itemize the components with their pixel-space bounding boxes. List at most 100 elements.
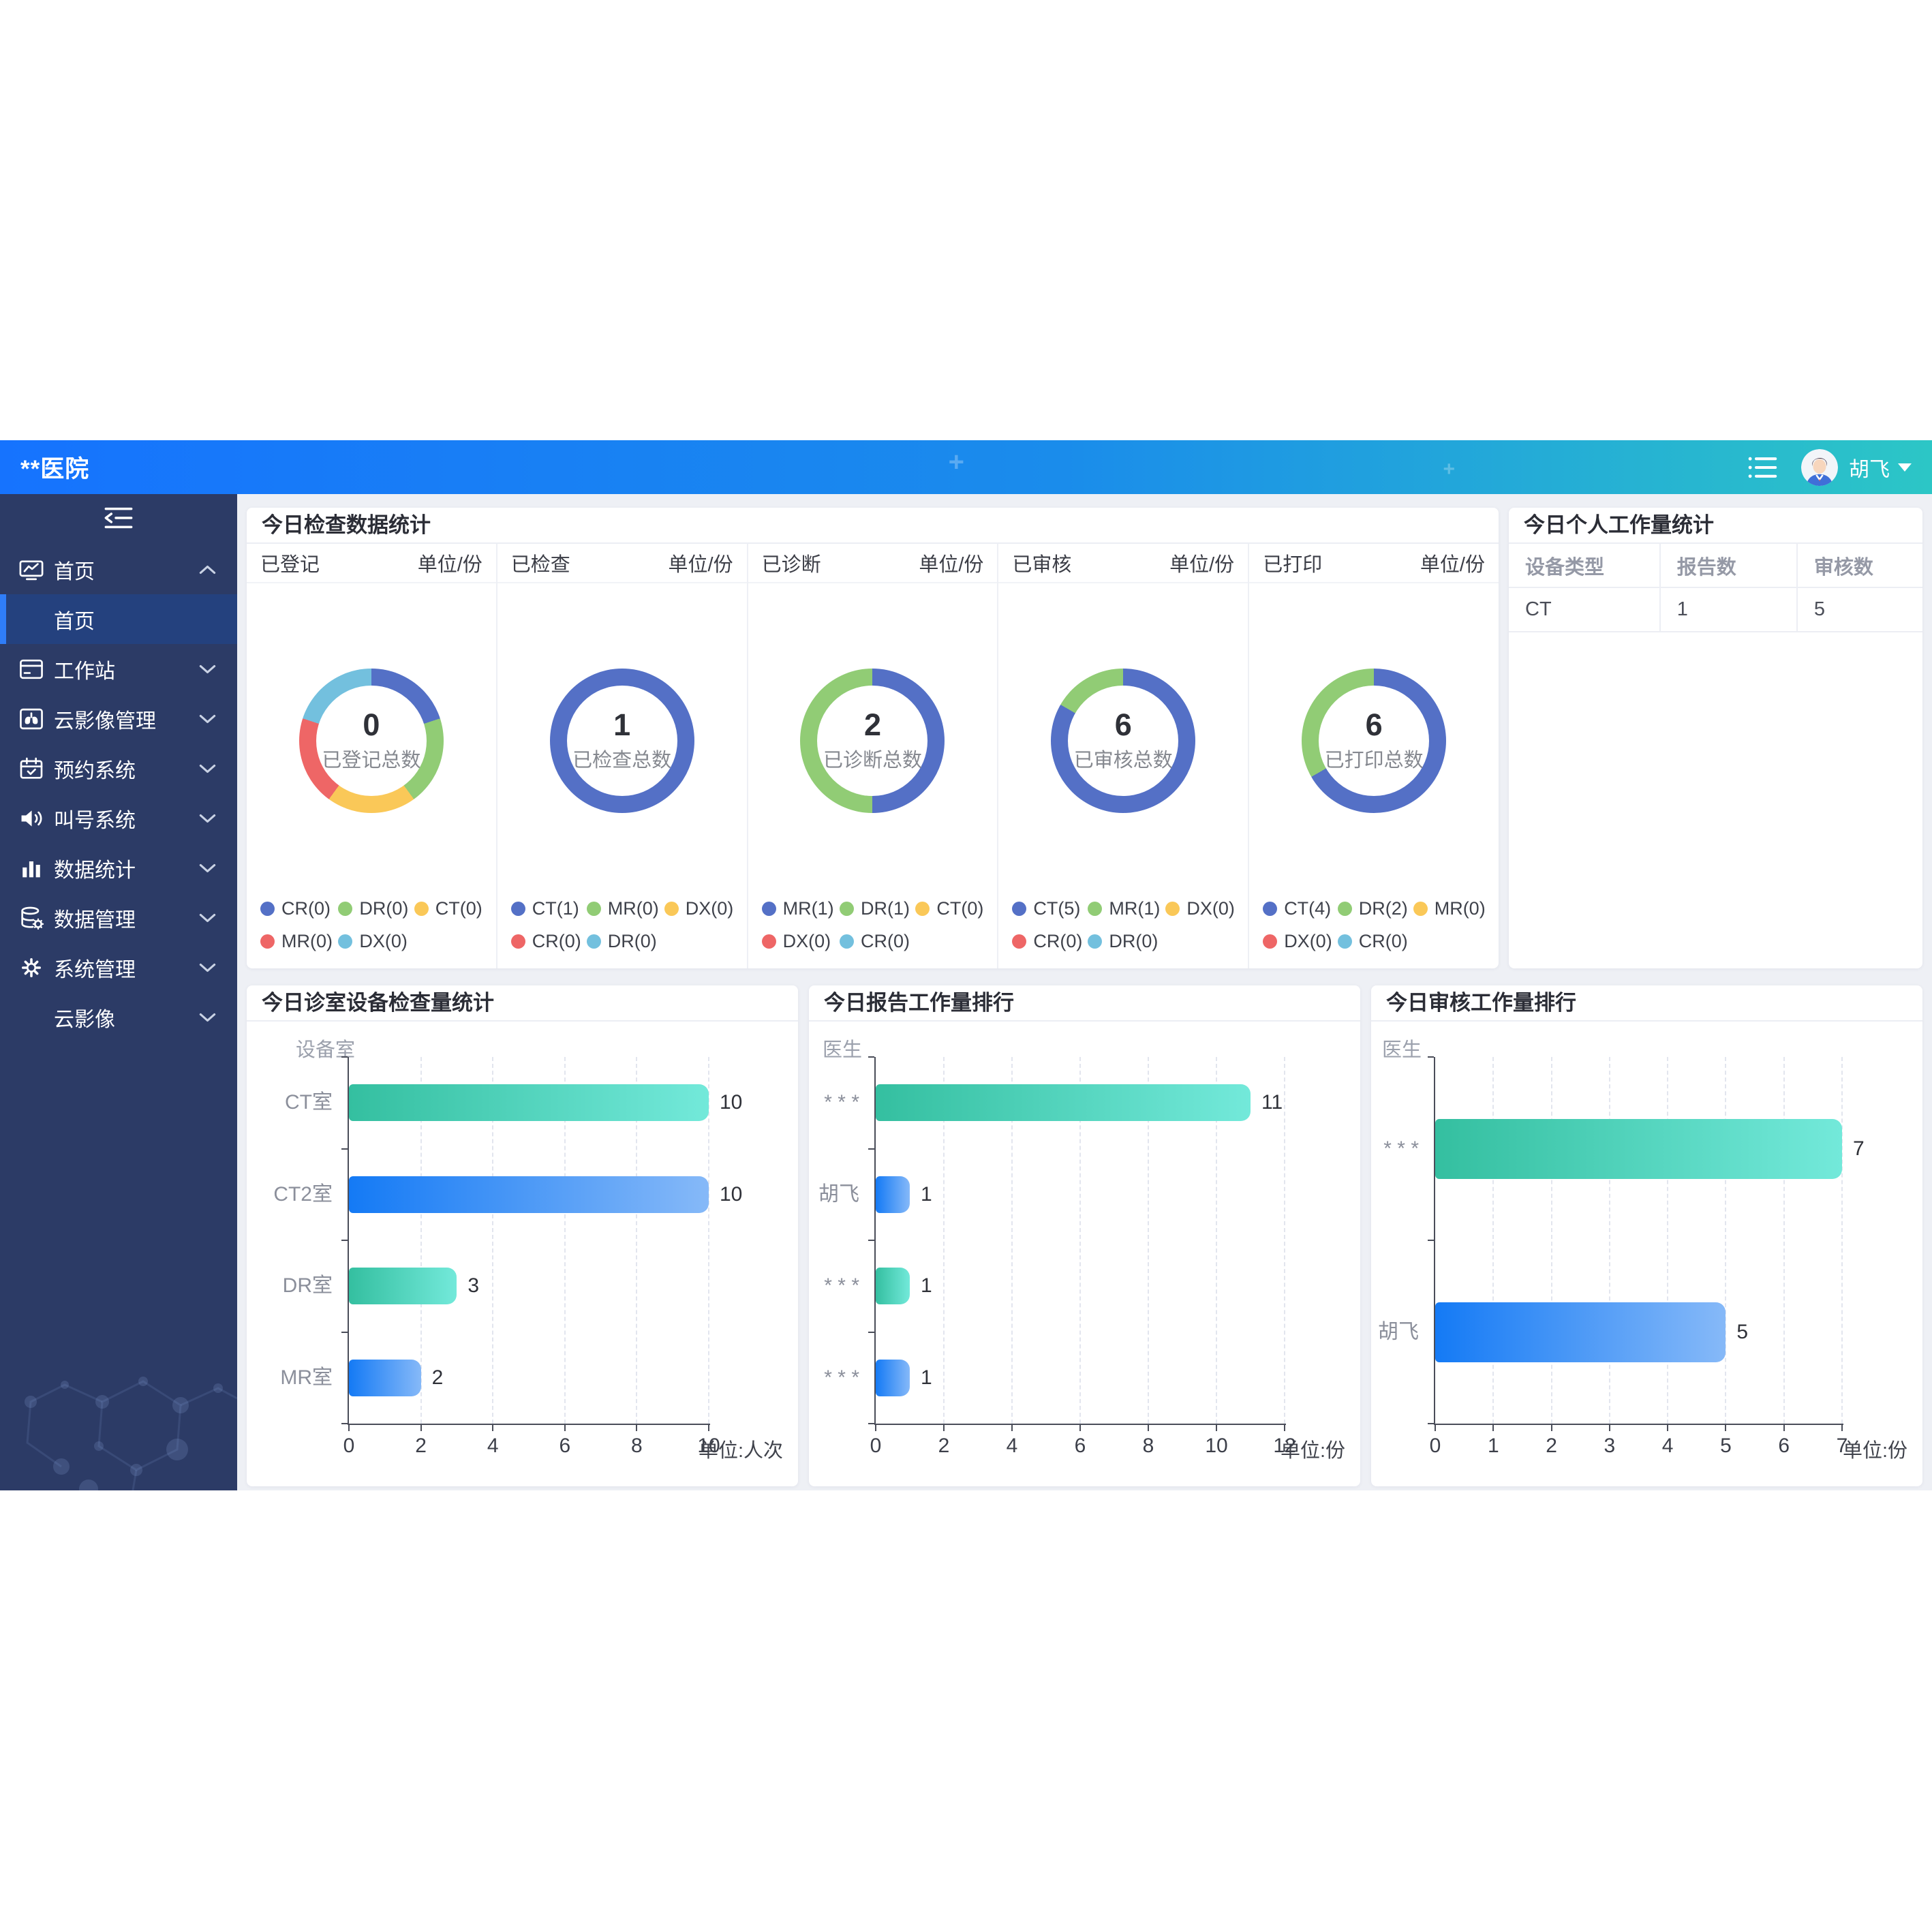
x-axis-line xyxy=(874,1424,1286,1425)
legend-item-MR(0)[interactable]: MR(0) xyxy=(586,898,659,919)
bar-0[interactable] xyxy=(349,1084,709,1122)
bar-2[interactable] xyxy=(349,1268,457,1305)
donut-chart-已审核[interactable]: 6 已审核总数 xyxy=(1051,669,1196,813)
list-icon[interactable] xyxy=(1747,454,1778,481)
legend-item-DX(0)[interactable]: DX(0) xyxy=(1165,898,1235,919)
legend-item-CT(0)[interactable]: CT(0) xyxy=(915,898,983,919)
gridline xyxy=(636,1057,638,1424)
gridline xyxy=(1492,1057,1494,1424)
chevron-up-icon xyxy=(198,564,217,575)
sidebar-item-label: 数据管理 xyxy=(54,908,136,932)
donut-chart-已检查[interactable]: 1 已检查总数 xyxy=(549,669,694,813)
top-panels-row: 今日检查数据统计 已登记 单位/份 0 已登记总数 CR(0) DR(0) CT(0) MR(… xyxy=(247,508,1922,968)
legend-item-DR(1)[interactable]: DR(1) xyxy=(839,898,910,919)
legend-item-DR(0)[interactable]: DR(0) xyxy=(1088,931,1160,952)
sidebar-item-8[interactable]: 云影像 xyxy=(0,992,237,1042)
legend-label: CR(0) xyxy=(281,898,331,919)
legend-dot-icon xyxy=(510,934,525,949)
legend-item-MR(0)[interactable]: MR(0) xyxy=(1413,898,1486,919)
category-label-2: * * * xyxy=(824,1274,859,1298)
sidebar-item-3[interactable]: 预约系统 xyxy=(0,743,237,793)
legend-item-MR(0)[interactable]: MR(0) xyxy=(260,931,333,952)
legend-item-CT(4)[interactable]: CT(4) xyxy=(1263,898,1332,919)
legend-item-CR(0)[interactable]: CR(0) xyxy=(839,931,910,952)
x-axis-tick xyxy=(708,1425,709,1431)
sidebar-item-2[interactable]: 云影像管理 xyxy=(0,694,237,743)
legend-item-DR(0)[interactable]: DR(0) xyxy=(586,931,659,952)
legend-item-CR(0)[interactable]: CR(0) xyxy=(1337,931,1408,952)
x-axis-tick-label: 6 xyxy=(559,1435,571,1457)
bar-1[interactable] xyxy=(1435,1302,1726,1362)
panel-title-chart-1: 今日报告工作量排行 xyxy=(809,985,1360,1022)
sidebar-item-7[interactable]: 系统管理 xyxy=(0,942,237,992)
bar-0[interactable] xyxy=(876,1084,1251,1122)
x-axis-tick-label: 4 xyxy=(487,1435,499,1457)
bar-1[interactable] xyxy=(876,1176,910,1213)
sidebar-item-1[interactable]: 工作站 xyxy=(0,644,237,694)
donut-chart-已打印[interactable]: 6 已打印总数 xyxy=(1302,669,1447,813)
bar-3[interactable] xyxy=(349,1359,421,1396)
legend-label: MR(1) xyxy=(782,898,834,919)
sidebar-item-6[interactable]: 数据管理 xyxy=(0,893,237,942)
sidebar-item-4[interactable]: 叫号系统 xyxy=(0,793,237,843)
axis-unit-label: 单位:份 xyxy=(1280,1440,1345,1462)
x-axis-tick xyxy=(1608,1425,1610,1431)
donut-total-label: 已打印总数 xyxy=(1324,750,1424,772)
personal-workload-panel: 今日个人工作量统计 设备类型 报告数 审核数 CT 1 5 xyxy=(1509,508,1922,968)
x-axis-tick xyxy=(1841,1425,1843,1431)
avatar[interactable] xyxy=(1801,448,1838,486)
legend-item-CR(0)[interactable]: CR(0) xyxy=(510,931,581,952)
donut-chart-已登记[interactable]: 0 已登记总数 xyxy=(298,669,444,813)
legend-dot-icon xyxy=(586,902,601,916)
bar-value-label-3: 2 xyxy=(431,1366,444,1389)
caret-down-icon[interactable] xyxy=(1898,463,1912,472)
donut-chart-已诊断[interactable]: 2 已诊断总数 xyxy=(800,669,945,813)
legend-item-CR(0)[interactable]: CR(0) xyxy=(1012,931,1082,952)
exam-section-name: 已检查 xyxy=(510,554,570,576)
bar-2[interactable] xyxy=(876,1268,910,1305)
bar-3[interactable] xyxy=(876,1359,910,1396)
legend-item-CT(1)[interactable]: CT(1) xyxy=(510,898,581,919)
exam-section-header: 已审核 单位/份 xyxy=(998,544,1248,583)
legend-item-CT(5)[interactable]: CT(5) xyxy=(1012,898,1082,919)
x-axis-tick xyxy=(1079,1425,1081,1431)
legend-item-DX(0)[interactable]: DX(0) xyxy=(761,931,834,952)
sidebar-subitem-0-0[interactable]: 首页 xyxy=(0,594,237,644)
exam-section-name: 已审核 xyxy=(1012,554,1072,576)
bar-1[interactable] xyxy=(349,1176,709,1213)
top-header: **医院 + + xyxy=(0,440,1932,494)
legend-item-DR(0)[interactable]: DR(0) xyxy=(338,898,408,919)
x-axis-tick xyxy=(1148,1425,1149,1431)
menu-fold-icon[interactable] xyxy=(101,504,136,535)
legend-item-CT(0)[interactable]: CT(0) xyxy=(414,898,482,919)
legend-label: CT(0) xyxy=(435,898,482,919)
legend-item-DR(2)[interactable]: DR(2) xyxy=(1337,898,1408,919)
legend-item-MR(1)[interactable]: MR(1) xyxy=(761,898,834,919)
legend-dot-icon xyxy=(1088,902,1103,916)
legend-label: DR(0) xyxy=(359,898,409,919)
x-axis-tick xyxy=(875,1425,876,1431)
gridline xyxy=(943,1057,945,1424)
legend-dot-icon xyxy=(1263,934,1278,949)
bar-value-label-0: 10 xyxy=(720,1091,743,1114)
legend-label: DX(0) xyxy=(782,931,831,951)
axis-unit-label: 单位:人次 xyxy=(698,1440,783,1462)
x-axis-tick-label: 3 xyxy=(1604,1435,1616,1457)
legend-item-DX(0)[interactable]: DX(0) xyxy=(664,898,733,919)
sidebar-item-5[interactable]: 数据统计 xyxy=(0,843,237,893)
legend-item-MR(1)[interactable]: MR(1) xyxy=(1088,898,1160,919)
workstation-icon xyxy=(18,656,45,683)
panel-title-chart-0: 今日诊室设备检查量统计 xyxy=(247,985,798,1022)
sidebar-item-0[interactable]: 首页 xyxy=(0,545,237,594)
user-name[interactable]: 胡飞 xyxy=(1849,458,1890,481)
legend-item-DX(0)[interactable]: DX(0) xyxy=(1263,931,1332,952)
chevron-down-icon xyxy=(198,1012,217,1023)
bar-0[interactable] xyxy=(1435,1118,1842,1179)
legend-item-CR(0)[interactable]: CR(0) xyxy=(260,898,333,919)
exam-section-unit: 单位/份 xyxy=(1169,554,1235,576)
y-axis-line xyxy=(348,1057,349,1424)
legend-item-DX(0)[interactable]: DX(0) xyxy=(338,931,408,952)
hospital-dashboard-app: **医院 + + xyxy=(0,440,1932,1490)
donut-center: 0 已登记总数 xyxy=(316,686,427,796)
exam-stats-panel: 今日检查数据统计 已登记 单位/份 0 已登记总数 CR(0) DR(0) CT(0) MR(… xyxy=(247,508,1499,968)
